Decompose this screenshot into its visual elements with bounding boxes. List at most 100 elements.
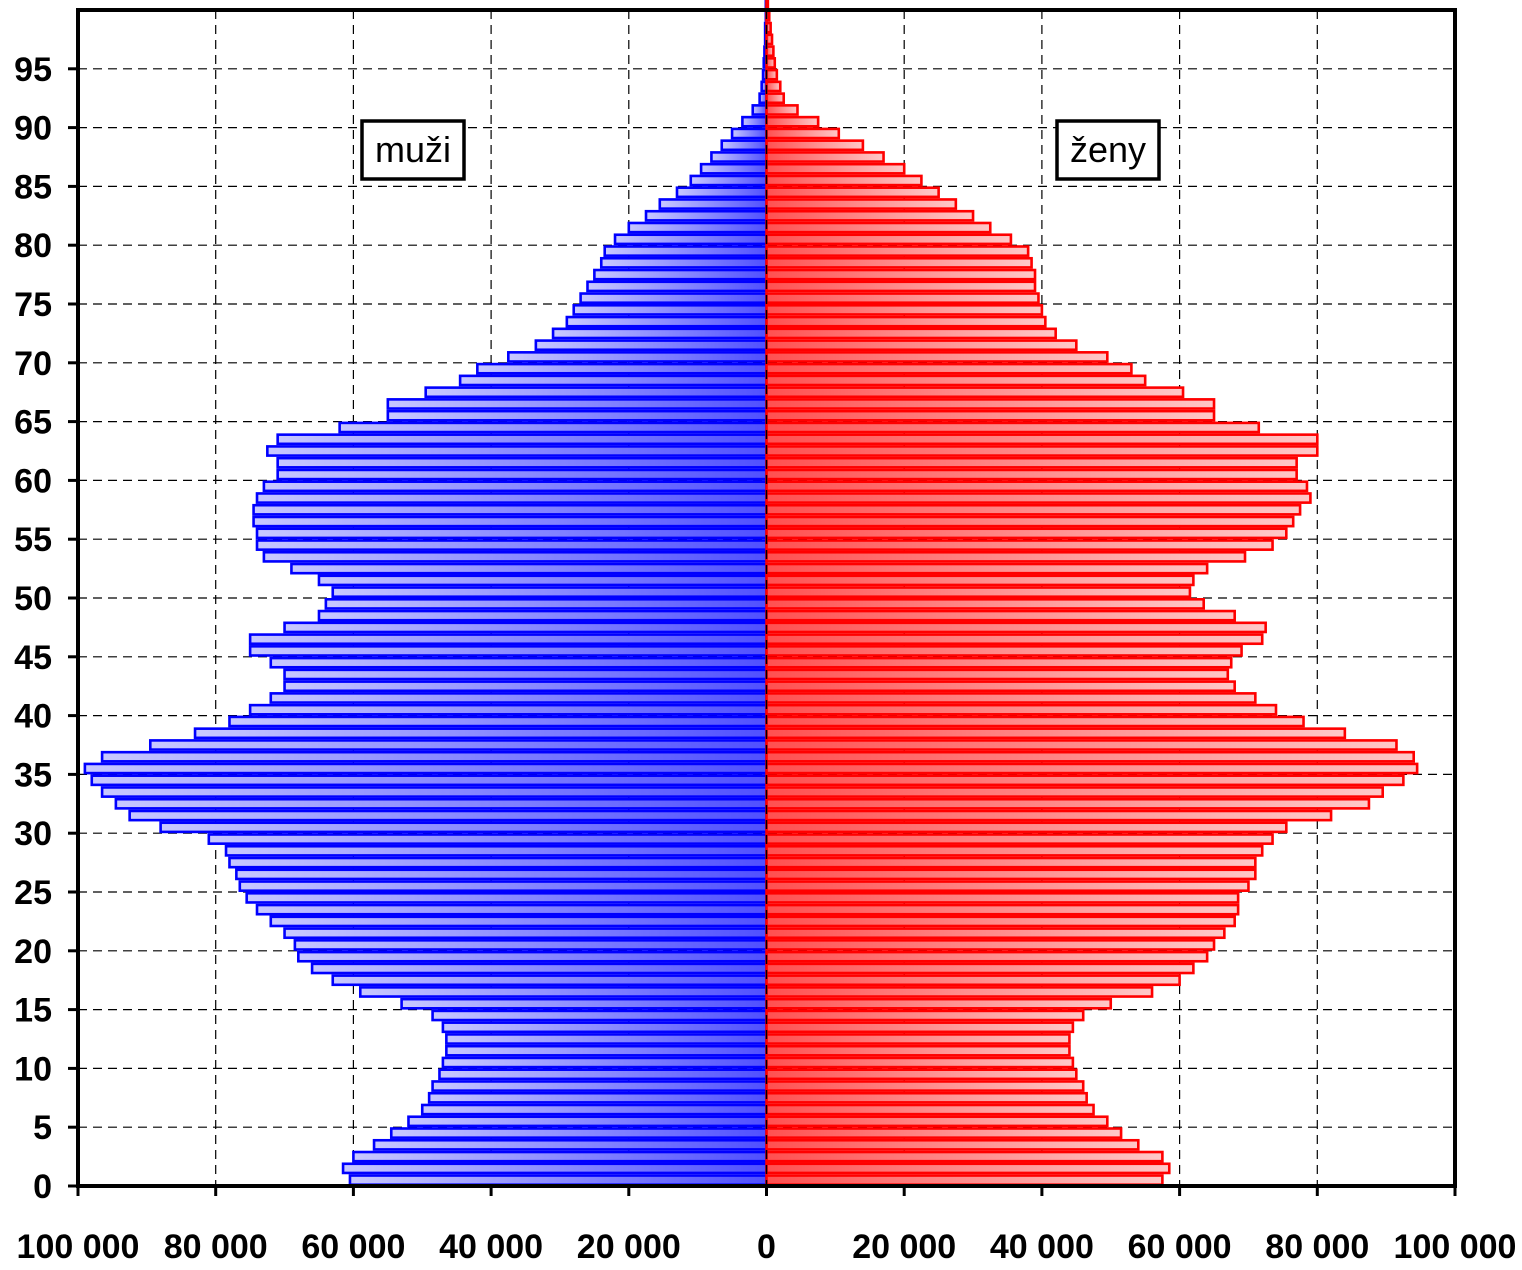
bar-male-age-89	[730, 127, 768, 140]
bar-female-age-54	[765, 539, 1274, 551]
axes: 100 000 80 000 60 000 40 000 20 000 0 20 000 40…	[14, 8, 1517, 1266]
bar-female-age-31	[765, 809, 1333, 822]
bar-male-age-4	[389, 1127, 768, 1139]
bar-male-age-32	[114, 797, 768, 810]
bar-female-age-32	[765, 797, 1371, 810]
y-tick-label: 85	[14, 168, 52, 206]
bar-female-age-36	[765, 750, 1415, 763]
legend-muzi-label: muži	[375, 129, 451, 170]
bar-male-age-28	[224, 844, 768, 857]
bar-male-age-90	[741, 115, 768, 128]
y-tick-label: 80	[14, 227, 52, 265]
x-tick-label: 100 000	[1394, 1228, 1517, 1265]
bar-male-age-74	[572, 303, 768, 316]
bar-male-age-5	[407, 1115, 768, 1128]
bar-female-age-75	[765, 292, 1040, 305]
y-tick-label: 10	[14, 1050, 52, 1088]
x-tick-label: 20 000	[852, 1228, 956, 1265]
bar-male-age-16	[358, 986, 768, 998]
bar-male-age-63	[276, 433, 768, 446]
bar-male-age-49	[324, 597, 768, 610]
bar-female-age-82	[765, 209, 975, 222]
bar-female-age-33	[765, 786, 1385, 798]
bar-female-age-1	[765, 1162, 1171, 1175]
bar-male-age-11	[445, 1044, 768, 1057]
legend-zeny-label: ženy	[1070, 129, 1146, 170]
bar-female-age-35	[765, 762, 1419, 775]
bar-male-age-91	[751, 104, 768, 116]
bar-male-age-67	[424, 386, 768, 399]
bar-male-age-84	[675, 186, 768, 199]
bar-female-age-8	[765, 1080, 1085, 1092]
bar-female-age-45	[765, 645, 1243, 657]
bar-male-age-41	[269, 692, 768, 704]
bar-male-age-2	[352, 1150, 768, 1163]
bar-female-age-11	[765, 1044, 1071, 1057]
bar-male-age-50	[331, 586, 768, 599]
bar-male-age-64	[338, 421, 768, 434]
bar-female-age-24	[765, 891, 1240, 904]
bar-male-age-65	[386, 409, 768, 422]
bar-male-age-24	[245, 891, 768, 904]
bar-male-age-78	[599, 256, 768, 269]
bar-female-age-22	[765, 915, 1236, 928]
bar-male-age-15	[400, 997, 768, 1010]
bar-female-age-7	[765, 1091, 1088, 1104]
y-tick-label: 45	[14, 639, 52, 677]
bar-female-age-14	[765, 1009, 1085, 1022]
x-tick-label: 80 000	[164, 1228, 268, 1265]
bar-female-age-48	[765, 609, 1236, 622]
bar-male-age-30	[159, 821, 768, 834]
bar-male-age-51	[317, 574, 768, 587]
bar-male-age-88	[720, 139, 768, 152]
x-tick-label: 80 000	[1265, 1228, 1369, 1265]
bar-female-age-56	[765, 515, 1295, 528]
bar-male-age-0	[348, 1174, 768, 1187]
bar-male-age-59	[262, 480, 768, 493]
y-tick-label: 35	[14, 756, 52, 794]
bar-male-age-1	[341, 1162, 768, 1175]
y-tick-label: 5	[33, 1109, 52, 1147]
bar-female-age-68	[765, 374, 1147, 387]
bar-female-age-78	[765, 256, 1033, 269]
bar-female-age-88	[765, 139, 865, 152]
bar-female-age-91	[765, 104, 799, 116]
bar-female-age-83	[765, 198, 958, 210]
bar-male-age-29	[207, 833, 768, 845]
bar-female-age-72	[765, 327, 1057, 340]
bar-male-age-36	[100, 750, 768, 763]
bar-male-age-61	[276, 456, 768, 469]
bar-female-age-97	[765, 33, 774, 46]
bars	[83, 0, 1419, 1187]
bar-male-age-83	[658, 198, 768, 210]
bar-female-age-4	[765, 1127, 1123, 1139]
bar-female-age-9	[765, 1068, 1078, 1081]
y-tick-label: 30	[14, 815, 52, 853]
bar-male-age-73	[565, 315, 768, 328]
bar-male-age-47	[283, 621, 768, 634]
bar-male-age-55	[255, 527, 768, 540]
bar-female-age-95	[765, 57, 777, 69]
bar-male-age-14	[431, 1009, 768, 1022]
bar-male-age-44	[269, 656, 768, 669]
bar-male-age-10	[441, 1056, 768, 1069]
bar-female-age-62	[765, 445, 1319, 457]
bar-male-age-17	[331, 974, 768, 987]
bar-male-age-58	[255, 492, 768, 504]
bar-female-age-74	[765, 303, 1044, 316]
bar-male-age-21	[283, 927, 768, 940]
y-tick-label: 65	[14, 404, 52, 442]
y-tick-label: 25	[14, 874, 52, 912]
bar-female-age-77	[765, 268, 1037, 281]
bar-female-age-86	[765, 162, 906, 175]
bar-female-age-79	[765, 245, 1030, 257]
bar-female-age-41	[765, 692, 1257, 704]
legend-muzi: muži	[360, 119, 466, 181]
bar-female-age-26	[765, 868, 1257, 881]
bar-female-age-52	[765, 562, 1209, 575]
bar-male-age-81	[627, 221, 768, 234]
bar-male-age-46	[248, 633, 768, 646]
bar-female-age-84	[765, 186, 940, 199]
